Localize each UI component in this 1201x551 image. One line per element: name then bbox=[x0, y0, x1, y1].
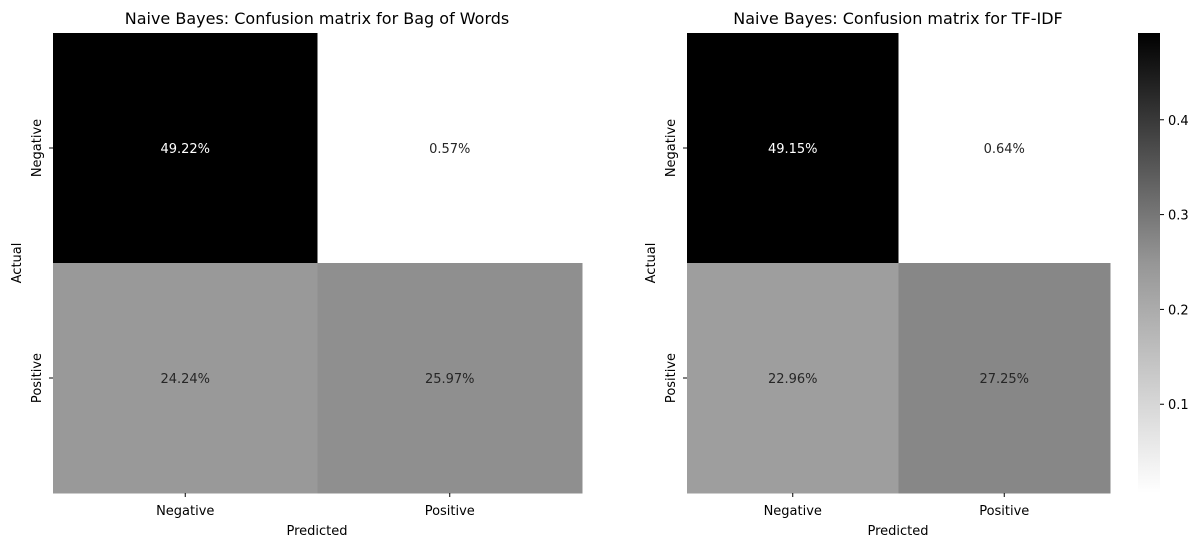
x-tick-label: Negative bbox=[156, 504, 214, 519]
y-tick-label: Negative bbox=[30, 119, 45, 177]
heatmap-cells: 49.15% 0.64% 22.96% 27.25% bbox=[687, 33, 1111, 494]
cell-annotation: 49.22% bbox=[160, 142, 210, 157]
x-axis-label: Predicted bbox=[867, 524, 928, 539]
colorbar-tick-label: 0.3 bbox=[1168, 209, 1189, 224]
cell-annotation: 24.24% bbox=[160, 372, 210, 387]
y-tick-label: Positive bbox=[30, 353, 45, 403]
cell-annotation: 25.97% bbox=[425, 372, 475, 387]
colorbar-tick-label: 0.2 bbox=[1168, 303, 1189, 318]
y-ticks: Negative Positive bbox=[30, 119, 53, 403]
heatmap-cell bbox=[687, 33, 899, 264]
x-ticks: Negative Positive bbox=[156, 493, 475, 519]
colorbar-ticks: 0.1 0.2 0.3 0.4 bbox=[1160, 114, 1189, 413]
y-axis-label: Actual bbox=[10, 243, 25, 284]
y-tick-label: Positive bbox=[664, 353, 679, 403]
chart-title: Naive Bayes: Confusion matrix for Bag of… bbox=[125, 9, 510, 28]
cell-annotation: 22.96% bbox=[768, 372, 818, 387]
cell-annotation: 0.57% bbox=[429, 142, 470, 157]
y-axis-label: Actual bbox=[644, 243, 659, 284]
cell-annotation: 27.25% bbox=[979, 372, 1029, 387]
x-tick-label: Positive bbox=[425, 504, 475, 519]
y-tick-label: Negative bbox=[664, 119, 679, 177]
chart-title: Naive Bayes: Confusion matrix for TF-IDF bbox=[733, 9, 1063, 28]
heatmap-bag-of-words: Naive Bayes: Confusion matrix for Bag of… bbox=[10, 9, 583, 539]
cell-annotation: 0.64% bbox=[984, 142, 1025, 157]
heatmap-cell bbox=[53, 33, 318, 264]
x-tick-label: Positive bbox=[979, 504, 1029, 519]
heatmap-cell bbox=[687, 263, 899, 494]
heatmap-cell bbox=[898, 33, 1111, 264]
heatmap-cell bbox=[53, 263, 318, 494]
heatmap-cell bbox=[898, 263, 1111, 494]
heatmap-cell bbox=[317, 33, 583, 264]
heatmap-tf-idf: Naive Bayes: Confusion matrix for TF-IDF… bbox=[644, 9, 1111, 539]
x-tick-label: Negative bbox=[764, 504, 822, 519]
colorbar-tick-label: 0.1 bbox=[1168, 398, 1189, 413]
x-axis-label: Predicted bbox=[286, 524, 347, 539]
heatmap-cells: 49.22% 0.57% 24.24% 25.97% bbox=[53, 33, 583, 494]
x-ticks: Negative Positive bbox=[764, 493, 1029, 519]
colorbar-tick-label: 0.4 bbox=[1168, 114, 1189, 129]
y-ticks: Negative Positive bbox=[664, 119, 687, 403]
heatmap-cell bbox=[317, 263, 583, 494]
colorbar: 0.1 0.2 0.3 0.4 bbox=[1138, 33, 1189, 493]
cell-annotation: 49.15% bbox=[768, 142, 818, 157]
colorbar-gradient bbox=[1138, 33, 1160, 493]
